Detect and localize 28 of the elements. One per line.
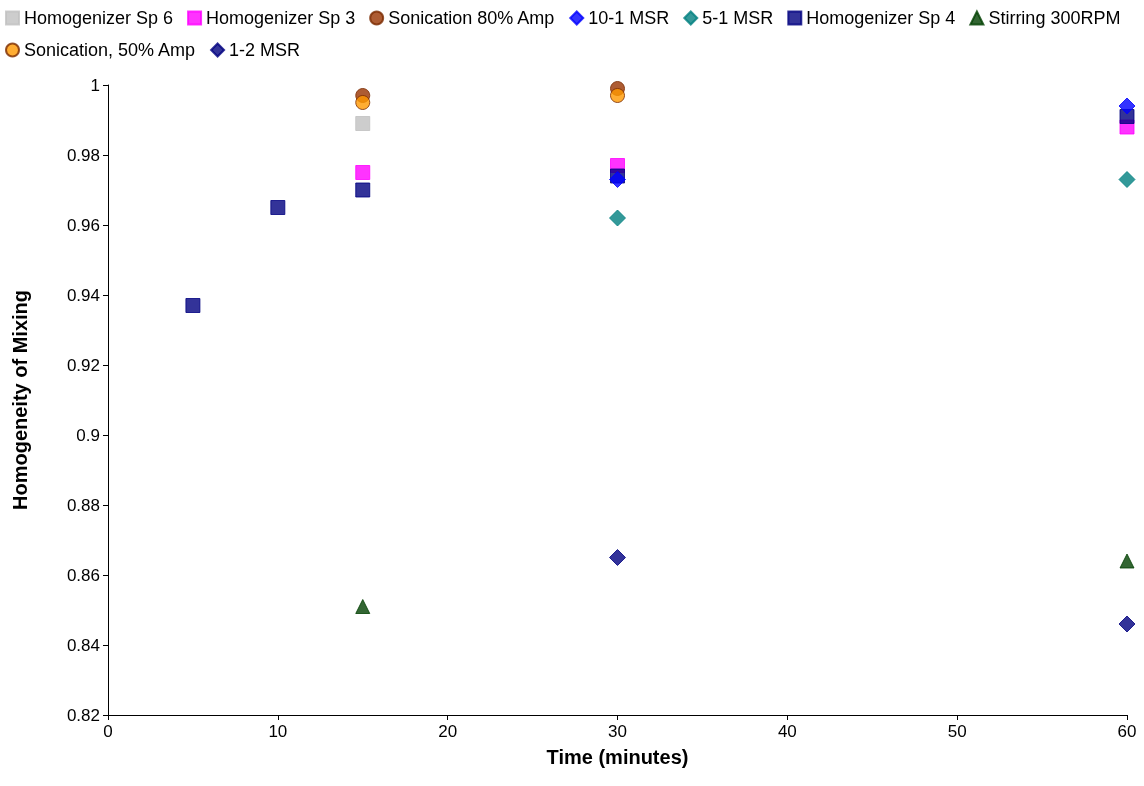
legend-label: 1-2 MSR <box>229 40 301 60</box>
x-axis-title: Time (minutes) <box>546 746 689 768</box>
y-tick-label: 0.84 <box>66 635 100 655</box>
legend-label: Homogenizer Sp 4 <box>806 8 956 28</box>
y-tick-label: 0.9 <box>76 425 100 445</box>
y-tick-label: 0.92 <box>66 355 100 375</box>
y-tick-label: 0.82 <box>66 705 100 725</box>
y-tick-label: 0.88 <box>66 495 100 515</box>
y-tick-label: 0.98 <box>66 145 100 165</box>
legend-label: Sonication 80% Amp <box>388 8 555 28</box>
legend-label: 10-1 MSR <box>588 8 670 28</box>
y-axis-title: Homogeneity of Mixing <box>9 290 31 510</box>
legend-label: Sonication, 50% Amp <box>24 40 196 60</box>
x-tick-label: 20 <box>438 722 458 741</box>
legend-label: Stirring 300RPM <box>988 8 1121 28</box>
x-tick-label: 30 <box>608 722 627 741</box>
legend-label: 5-1 MSR <box>702 8 774 28</box>
x-tick-label: 60 <box>1117 722 1137 741</box>
y-tick-label: 1 <box>90 75 100 95</box>
y-tick-label: 0.86 <box>66 565 100 585</box>
x-tick-label: 10 <box>268 722 288 741</box>
x-tick-label: 0 <box>103 722 113 741</box>
x-tick-label: 50 <box>947 722 967 741</box>
y-tick-label: 0.94 <box>66 285 100 305</box>
x-tick-label: 40 <box>777 722 797 741</box>
y-tick-label: 0.96 <box>66 215 100 235</box>
legend-label: Homogenizer Sp 6 <box>24 8 174 28</box>
legend-label: Homogenizer Sp 3 <box>206 8 356 28</box>
